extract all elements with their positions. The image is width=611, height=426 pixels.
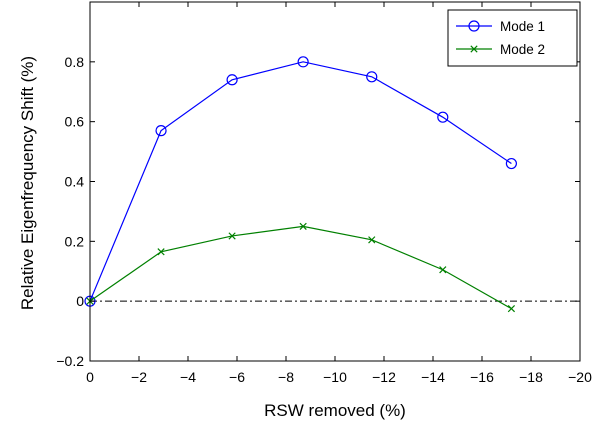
series-line-mode-1 bbox=[89, 61, 512, 302]
x-tick-label: −4 bbox=[180, 369, 196, 385]
legend-label: Mode 2 bbox=[500, 42, 545, 57]
legend: Mode 1 Mode 2 bbox=[447, 9, 578, 67]
x-tick-label: −14 bbox=[421, 369, 445, 385]
y-tick-label: 0.8 bbox=[65, 54, 85, 70]
x-tick-label: 0 bbox=[86, 369, 94, 385]
x-tick-label: −6 bbox=[229, 369, 245, 385]
x-marker-stroke bbox=[439, 266, 447, 274]
y-tick-label: 0.4 bbox=[65, 174, 85, 190]
y-tick-label: 0.6 bbox=[65, 114, 85, 130]
legend-label: Mode 1 bbox=[500, 19, 545, 34]
x-axis-label: RSW removed (%) bbox=[264, 401, 406, 420]
data-point-mode-2 bbox=[368, 236, 376, 244]
x-tick-label: −10 bbox=[323, 369, 347, 385]
legend-x-marker bbox=[470, 45, 478, 53]
data-point-mode-1 bbox=[505, 157, 517, 170]
x-tick-label: −2 bbox=[131, 369, 147, 385]
x-tick-label: −16 bbox=[470, 369, 494, 385]
x-tick-label: −8 bbox=[278, 369, 294, 385]
data-point-mode-1 bbox=[226, 74, 238, 86]
y-tick-label: 0.2 bbox=[65, 233, 85, 249]
x-marker-stroke bbox=[157, 248, 165, 256]
y-tick-label: 0 bbox=[76, 293, 84, 309]
chart-marks bbox=[84, 56, 580, 313]
y-axis-label: Relative Eigenfrequency Shift (%) bbox=[18, 56, 37, 310]
legend-circle-marker bbox=[468, 20, 480, 32]
legend-entry-mode-2: Mode 2 bbox=[456, 42, 545, 57]
data-point-mode-2 bbox=[439, 266, 447, 274]
x-marker-stroke bbox=[228, 232, 236, 240]
data-point-mode-1 bbox=[155, 125, 167, 137]
x-marker-stroke bbox=[299, 222, 307, 230]
x-tick-label: −12 bbox=[372, 369, 396, 385]
data-point-mode-2 bbox=[299, 222, 307, 230]
x-marker-stroke bbox=[368, 236, 376, 244]
data-point-mode-2 bbox=[228, 232, 236, 240]
data-point-mode-1 bbox=[366, 71, 378, 83]
data-point-mode-1 bbox=[297, 56, 309, 68]
data-point-mode-1 bbox=[437, 111, 449, 123]
legend-entry-mode-1: Mode 1 bbox=[456, 19, 545, 34]
y-tick-label: −0.2 bbox=[56, 353, 84, 369]
data-point-mode-2 bbox=[157, 248, 165, 256]
x-marker-stroke bbox=[507, 305, 516, 313]
legend-box bbox=[447, 9, 578, 67]
axes: 0 −2 −4 −6 −8 −10 −12 −14 −16 −18 −20−0.200.20.40.… bbox=[56, 1, 592, 385]
data-point-mode-2 bbox=[507, 305, 516, 313]
x-tick-label: −20 bbox=[568, 369, 592, 385]
x-tick-label: −18 bbox=[519, 369, 543, 385]
